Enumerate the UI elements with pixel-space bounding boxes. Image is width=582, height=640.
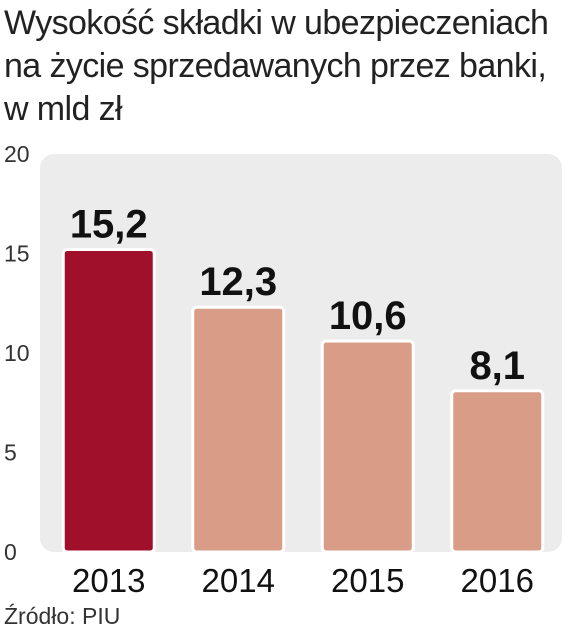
bar-2014 [191,305,286,554]
value-label-2015: 10,6 [329,294,407,338]
value-label-2016: 8,1 [469,344,525,388]
x-axis: 2013 2014 2015 2016 [72,562,534,599]
y-tick-label: 15 [4,241,30,267]
y-tick-label: 10 [4,340,30,366]
title-line-3: w mld zł [4,90,123,128]
bars [61,248,545,554]
y-axis: 0 5 10 15 20 [4,141,30,565]
value-label-2013: 15,2 [70,203,148,247]
y-tick-label: 5 [4,440,17,466]
value-labels: 15,2 12,3 10,6 8,1 [70,203,525,388]
x-tick-label-2015: 2015 [331,562,404,599]
bar-2016 [450,389,545,554]
plot-background [40,154,562,552]
chart-title: Wysokość składki w ubezpieczeniach na ży… [4,2,580,131]
title-line-1: Wysokość składki w ubezpieczeniach [4,4,549,42]
value-label-2014: 12,3 [199,260,277,304]
x-tick-label-2014: 2014 [202,562,275,599]
y-tick-label: 0 [4,539,17,565]
title-line-2: na życie sprzedawanych przez banki, [4,47,547,85]
x-tick-label-2016: 2016 [461,562,534,599]
x-tick-label-2013: 2013 [72,562,145,599]
bar-2015 [320,339,415,554]
bar-2013 [61,248,156,554]
y-tick-label: 20 [4,141,30,167]
source-note: Źródło: PIU [4,603,121,629]
